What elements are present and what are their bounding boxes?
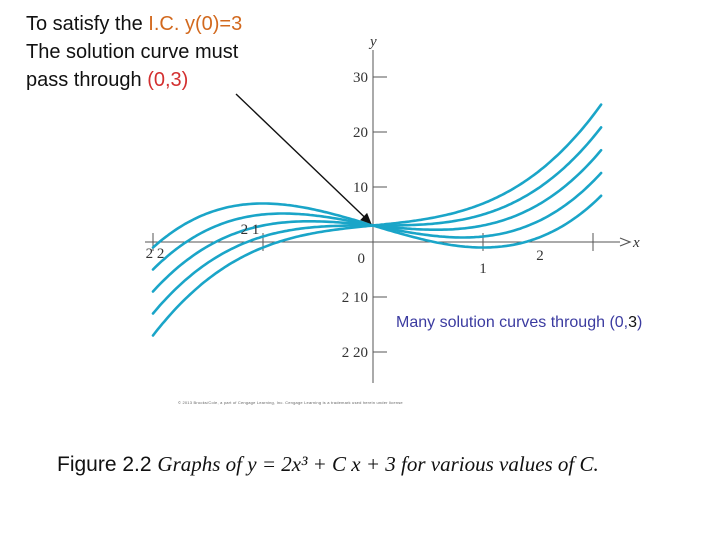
x-tick-label: 2 [536, 248, 544, 264]
annotation-line2: The solution curve must [26, 41, 239, 63]
x-axis-name: x [632, 235, 640, 251]
x-tick-label: 2 2 [146, 246, 165, 262]
curves [151, 103, 603, 337]
annotation-line1-prefix: To satisfy the [26, 13, 149, 35]
y-tick-label: 20 [353, 125, 368, 141]
solution-curve [151, 194, 603, 249]
solution-curve [151, 126, 603, 315]
annotation-line3-prefix: pass through [26, 69, 148, 91]
y-tick-label: 30 [353, 70, 368, 86]
y-axis-name: y [368, 34, 377, 50]
caption-text: Graphs of y = 2x³ + C x + 3 for various … [157, 452, 599, 476]
note-suffix: ) [637, 314, 643, 331]
copyright-text: © 2013 Brooks/Cole, a part of Cengage Le… [178, 400, 403, 405]
axes [145, 50, 632, 383]
annotation-text: To satisfy the I.C. y(0)=3 The solution … [26, 10, 242, 94]
note-value: 3 [628, 314, 638, 331]
note-prefix: Many solution curves through (0, [396, 314, 629, 331]
point-label: (0,3) [147, 69, 189, 91]
x-tick-label: 2 1 [241, 222, 260, 238]
y-tick-label: 0 [358, 251, 366, 267]
x-axis-arrowhead [619, 237, 632, 247]
tick-labels: 2 2 2 1 1 2 30 20 10 0 2 10 2 20 x y [146, 34, 640, 361]
arrow-head [360, 212, 372, 225]
many-curves-note: Many solution curves through (0,3) [396, 314, 642, 332]
x-tick-label: 1 [479, 261, 487, 277]
y-tick-label: 10 [353, 180, 368, 196]
solution-curve [151, 103, 603, 337]
pointer-arrow [235, 93, 372, 225]
figure-caption: Figure 2.2 Graphs of y = 2x³ + C x + 3 f… [57, 452, 599, 477]
arrow-line [235, 93, 368, 221]
figure-number: Figure 2.2 [57, 453, 152, 476]
initial-condition-label: I.C. y(0)=3 [148, 13, 243, 35]
y-tick-label: 2 10 [342, 290, 368, 306]
y-tick-label: 2 20 [342, 345, 368, 361]
